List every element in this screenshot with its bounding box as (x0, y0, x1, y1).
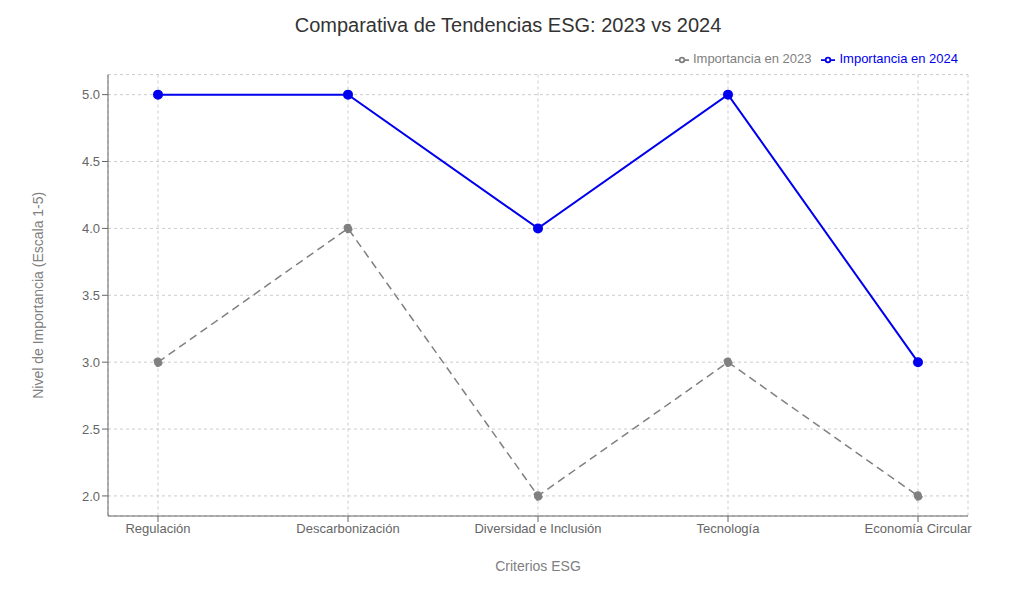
svg-text:4.0: 4.0 (82, 221, 100, 236)
svg-text:Economía Circular: Economía Circular (865, 521, 973, 536)
svg-text:3.0: 3.0 (82, 355, 100, 370)
html-text:Importancia en 2024: Importancia en 2024 (839, 51, 958, 66)
html-text:Comparativa de Tendencias ESG:: Comparativa de Tendencias ESG: 2023 vs 2… (294, 14, 722, 36)
html-text:Importancia en 2023: Importancia en 2023 (692, 51, 812, 66)
svg-text:Diversidad e Inclusión: Diversidad e Inclusión (474, 521, 601, 536)
svg-text:5.0: 5.0 (82, 87, 100, 102)
svg-text:2.5: 2.5 (82, 422, 100, 437)
svg-text:Nivel de Importancia (Escala 1: Nivel de Importancia (Escala 1-5) (30, 192, 46, 399)
svg-text:3.5: 3.5 (82, 288, 100, 303)
svg-text:4.5: 4.5 (82, 154, 100, 169)
svg-text:Tecnología: Tecnología (697, 521, 761, 536)
svg-text:Criterios ESG: Criterios ESG (495, 558, 581, 574)
svg-text:Regulación: Regulación (125, 521, 190, 536)
svg-text:2.0: 2.0 (82, 489, 100, 504)
svg-text:Descarbonización: Descarbonización (296, 521, 399, 536)
